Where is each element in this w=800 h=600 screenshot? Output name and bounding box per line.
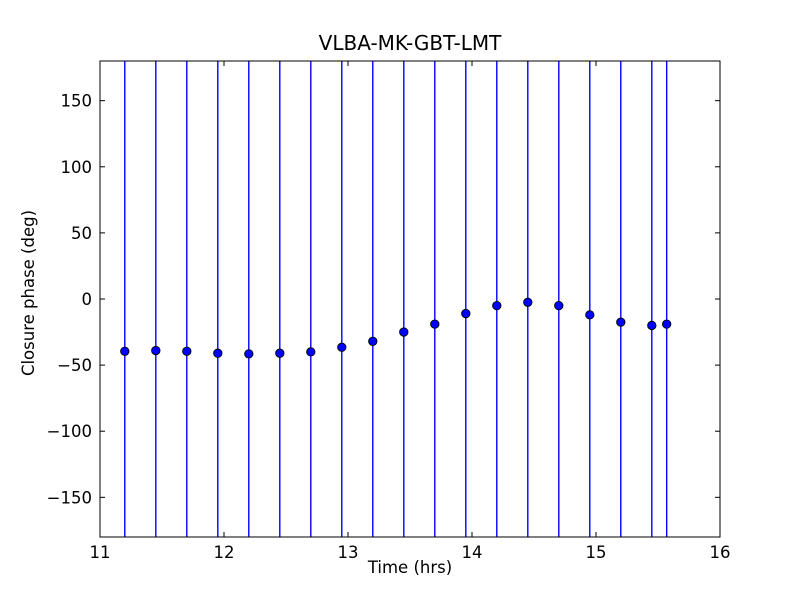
y-tick-label: 0: [82, 290, 93, 309]
y-tick-label: −50: [57, 356, 92, 375]
data-point-marker: [523, 297, 533, 307]
data-point-marker: [213, 348, 223, 358]
data-point-marker: [368, 336, 378, 346]
x-tick-label: 16: [710, 543, 731, 562]
data-point-marker: [647, 320, 657, 331]
data-point-marker: [492, 300, 502, 311]
data-point-marker: [554, 300, 564, 311]
y-tick-label: 150: [61, 92, 93, 111]
y-tick-label: −100: [47, 422, 92, 441]
data-point-marker: [182, 346, 192, 356]
y-tick-label: 100: [61, 158, 93, 177]
x-tick-label: 14: [462, 543, 483, 562]
x-axis-label: Time (hrs): [367, 558, 453, 577]
data-point-marker: [461, 308, 471, 319]
chart-title: VLBA-MK-GBT-LMT: [318, 31, 502, 55]
y-tick-label: −150: [47, 488, 92, 507]
data-point-marker: [275, 348, 285, 358]
plot-frame: [99, 60, 721, 538]
data-point-marker: [306, 347, 316, 357]
data-point-marker: [616, 317, 626, 327]
data-point-marker: [585, 310, 595, 320]
x-tick-label: 11: [90, 543, 111, 562]
data-point-marker: [662, 319, 672, 329]
data-point-marker: [244, 349, 254, 359]
y-tick-label: 50: [71, 224, 92, 243]
data-point-marker: [151, 345, 161, 356]
x-tick-label: 15: [586, 543, 607, 562]
x-tick-label: 12: [214, 543, 235, 562]
x-tick-label: 13: [338, 543, 359, 562]
data-point-marker: [399, 327, 409, 337]
data-point-marker: [337, 342, 347, 352]
data-point-marker: [120, 346, 130, 356]
data-point-marker: [430, 319, 440, 329]
